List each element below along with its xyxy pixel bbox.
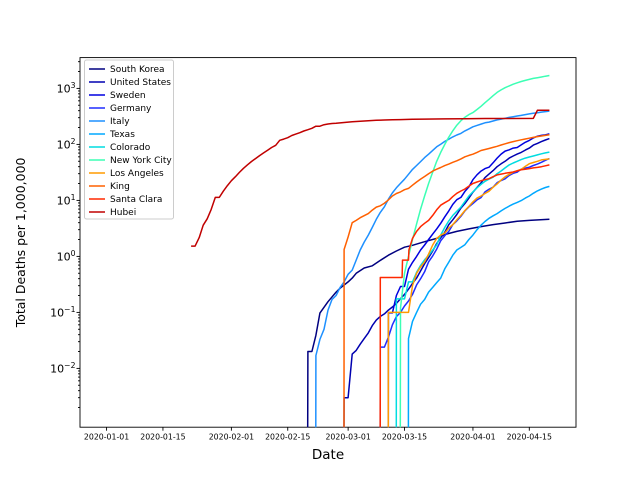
legend-item-united-states: United States: [89, 78, 171, 88]
legend-item-label: Los Angeles: [110, 169, 164, 179]
series-line-colorado: [395, 151, 550, 428]
y-tick-label: 101: [57, 193, 76, 208]
y-tick-label: 10−2: [50, 361, 75, 376]
series-line-italy: [315, 110, 550, 428]
series-line-los-angeles: [387, 158, 550, 428]
series-line-texas: [407, 185, 550, 428]
legend-item-label: Italy: [110, 117, 130, 127]
x-tick-label: 2020-03-01: [325, 433, 370, 442]
legend-frame: [84, 59, 174, 220]
y-tick-label: 103: [57, 81, 76, 96]
x-axis-label: Date: [312, 447, 344, 463]
legend-item-label: Colorado: [110, 143, 151, 153]
legend-item-label: Santa Clara: [110, 195, 162, 205]
series-line-hubei: [191, 109, 550, 247]
x-tick-label: 2020-03-15: [382, 433, 427, 442]
series-line-santa-clara: [379, 164, 550, 428]
y-axis-label: Total Deaths per 1,000,000: [13, 157, 28, 328]
legend-item-germany: Germany: [89, 104, 152, 114]
legend-item-label: Germany: [110, 104, 152, 114]
legend-item-sweden: Sweden: [89, 91, 146, 101]
legend-item-label: King: [110, 182, 130, 192]
series-line-south-korea: [306, 218, 550, 428]
legend-item-colorado: Colorado: [89, 143, 151, 153]
x-tick-label: 2020-04-01: [450, 433, 495, 442]
y-tick-label: 10−1: [50, 305, 75, 320]
series-line-king: [343, 133, 550, 428]
legend-item-label: Hubei: [110, 208, 136, 218]
legend-item-south-korea: South Korea: [89, 65, 165, 75]
x-tick-label: 2020-02-01: [209, 433, 254, 442]
series-line-new-york-city: [399, 74, 550, 428]
series-line-sweden: [387, 133, 550, 428]
y-tick-label: 100: [57, 249, 76, 264]
legend-item-italy: Italy: [89, 117, 130, 127]
series-line-united-states: [343, 137, 550, 428]
y-tick-label: 102: [57, 137, 76, 152]
legend-item-santa-clara: Santa Clara: [89, 195, 162, 205]
plot-frame: [79, 57, 577, 428]
legend-item-king: King: [89, 182, 130, 192]
legend-item-label: Texas: [109, 130, 135, 140]
series-lines: [191, 74, 550, 428]
legend-item-los-angeles: Los Angeles: [89, 169, 164, 179]
legend-item-new-york-city: New York City: [89, 156, 172, 166]
legend: South Korea United States Sweden Germany Ita…: [84, 59, 174, 220]
x-tick-label: 2020-04-15: [507, 433, 552, 442]
legend-item-texas: Texas: [89, 130, 135, 140]
x-tick-label: 2020-02-15: [265, 433, 310, 442]
x-tick-label: 2020-01-15: [140, 433, 185, 442]
legend-item-hubei: Hubei: [89, 208, 136, 218]
legend-item-label: South Korea: [110, 65, 165, 75]
legend-item-label: United States: [110, 78, 171, 88]
x-tick-label: 2020-01-01: [84, 433, 129, 442]
legend-item-label: New York City: [110, 156, 172, 166]
legend-item-label: Sweden: [110, 91, 146, 101]
